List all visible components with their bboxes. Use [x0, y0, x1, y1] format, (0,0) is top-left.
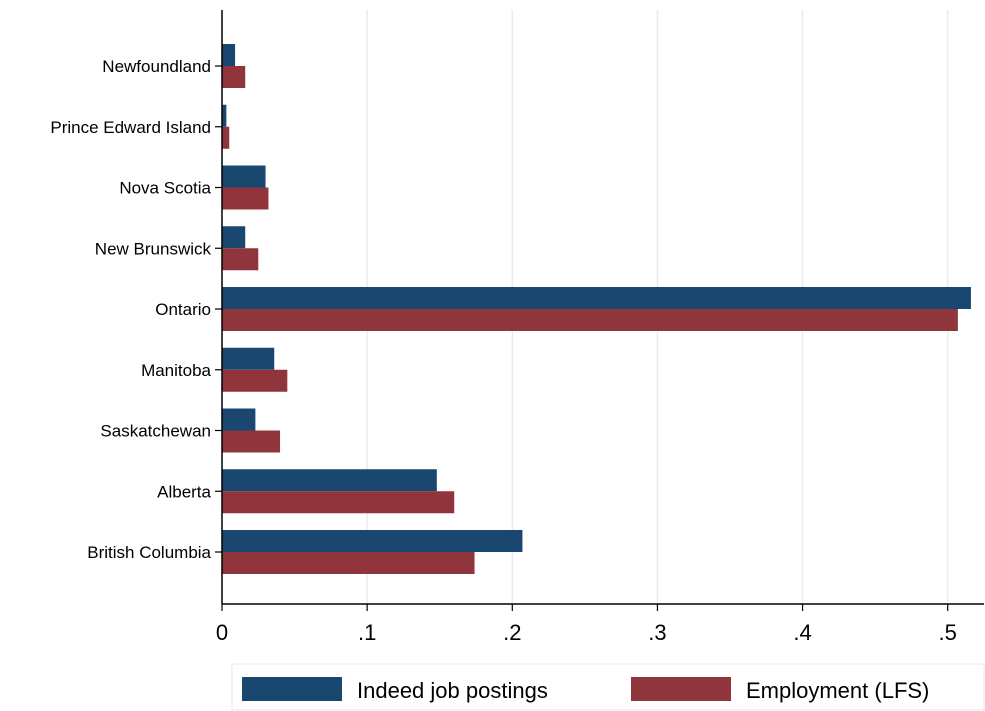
category-label-alberta: Alberta [157, 482, 211, 501]
bar-employment-lfs-british-columbia [222, 552, 475, 574]
bar-employment-lfs-manitoba [222, 369, 288, 392]
x-tick-labels: 0 .1 .2 .3 .4 .5 [216, 604, 957, 645]
bar-employment-lfs-new-brunswick [222, 248, 259, 271]
bar-employment-lfs-newfoundland [222, 66, 246, 88]
bar-indeed-job-postings-saskatchewan [222, 408, 256, 431]
category-label-saskatchewan: Saskatchewan [100, 422, 211, 441]
category-label-manitoba: Manitoba [141, 361, 211, 380]
category-labels: Newfoundland Prince Edward Island Nova Sco… [50, 57, 222, 562]
bar-indeed-job-postings-new-brunswick [222, 226, 246, 249]
category-label-ontario: Ontario [155, 300, 211, 319]
legend-label-indeed: Indeed job postings [357, 678, 548, 703]
x-tick-label: .5 [939, 620, 957, 645]
bar-indeed-job-postings-newfoundland [222, 44, 236, 66]
category-label-newfoundland: Newfoundland [102, 57, 211, 76]
bar-indeed-job-postings-british-columbia [222, 530, 523, 552]
bar-indeed-job-postings-ontario [222, 287, 971, 309]
bar-employment-lfs-alberta [222, 491, 455, 514]
legend-label-employment: Employment (LFS) [746, 678, 929, 703]
bar-indeed-job-postings-alberta [222, 469, 437, 492]
legend: Indeed job postings Employment (LFS) [231, 663, 985, 711]
category-label-nova-scotia: Nova Scotia [119, 179, 211, 198]
legend-box [231, 663, 985, 711]
bars [222, 44, 971, 574]
category-label-prince-edward-island: Prince Edward Island [50, 118, 211, 137]
x-tick-label: .3 [648, 620, 666, 645]
bar-indeed-job-postings-nova-scotia [222, 165, 266, 188]
bar-employment-lfs-saskatchewan [222, 430, 281, 453]
category-label-british-columbia: British Columbia [87, 543, 211, 562]
bar-indeed-job-postings-manitoba [222, 347, 275, 370]
x-tick-label: .2 [503, 620, 521, 645]
legend-swatch-employment [631, 677, 731, 701]
bar-employment-lfs-ontario [222, 309, 958, 331]
legend-swatch-indeed [242, 677, 342, 701]
bar-employment-lfs-nova-scotia [222, 187, 269, 210]
bar-employment-lfs-prince-edward-island [222, 126, 230, 149]
bar-indeed-job-postings-prince-edward-island [222, 104, 227, 127]
x-tick-label: 0 [216, 620, 228, 645]
x-tick-label: .4 [793, 620, 811, 645]
x-tick-label: .1 [358, 620, 376, 645]
category-label-new-brunswick: New Brunswick [95, 239, 212, 258]
